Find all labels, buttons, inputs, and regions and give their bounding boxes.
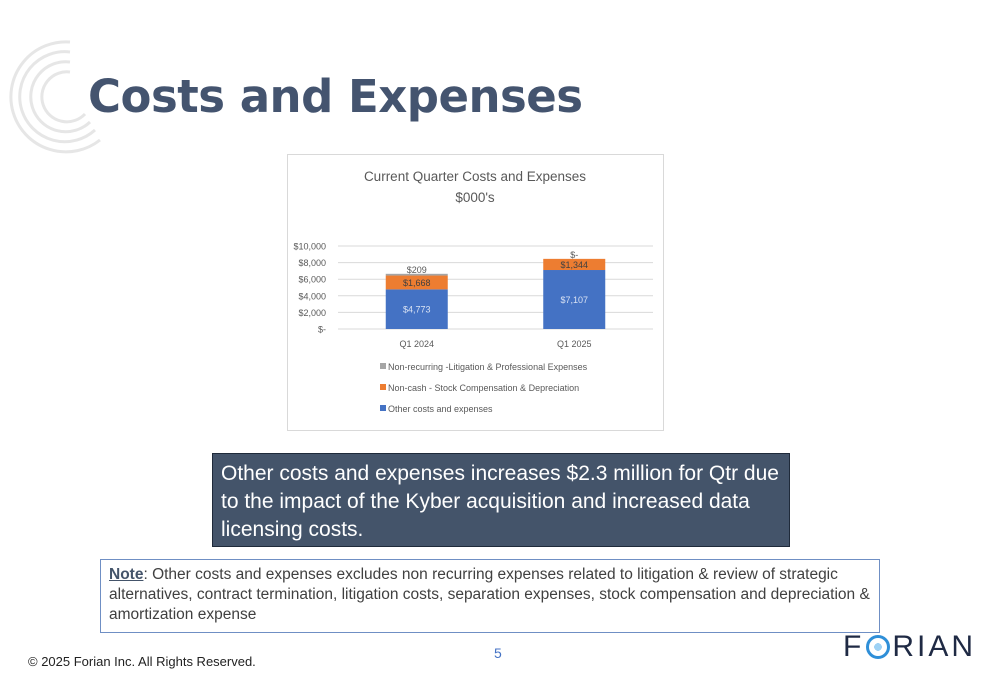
bar-segment (385, 289, 448, 329)
page-title: Costs and Expenses (88, 70, 583, 123)
y-tick-label: $4,000 (298, 291, 326, 301)
bar-segment (543, 258, 606, 271)
bar-data-label: $1,668 (403, 278, 431, 288)
bar-segment (385, 275, 448, 290)
y-tick-label: $8,000 (298, 258, 326, 268)
bar-data-label: $- (570, 250, 578, 260)
y-tick-label: $10,000 (293, 242, 326, 252)
chart-svg: Current Quarter Costs and Expenses $000's… (293, 169, 653, 414)
legend-label: Non-recurring -Litigation & Professional… (388, 362, 588, 372)
legend-swatch (380, 384, 386, 390)
bar-data-label: $209 (407, 265, 427, 275)
bar-data-label: $4,773 (403, 305, 431, 315)
y-tick-label: $6,000 (298, 275, 326, 285)
forian-logo: F RIAN (843, 630, 976, 664)
note-box: Note: Other costs and expenses excludes … (100, 559, 880, 633)
x-tick-label: Q1 2024 (399, 339, 434, 349)
legend-label: Other costs and expenses (388, 404, 493, 414)
copyright-text: © 2025 Forian Inc. All Rights Reserved. (28, 654, 256, 669)
y-tick-label: $2,000 (298, 308, 326, 318)
bar-segment (385, 273, 448, 276)
x-tick-label: Q1 2025 (557, 339, 592, 349)
legend-swatch (380, 405, 386, 411)
callout-box: Other costs and expenses increases $2.3 … (212, 453, 790, 547)
decorative-rings-graphic (9, 40, 101, 154)
legend-swatch (380, 363, 386, 369)
note-label: Note (109, 566, 144, 583)
logo-o-icon (866, 635, 891, 659)
note-text: : Other costs and expenses excludes non … (109, 566, 870, 623)
y-tick-label: $- (318, 325, 326, 335)
chart-title: Current Quarter Costs and Expenses (364, 169, 586, 184)
bar-data-label: $7,107 (560, 295, 588, 305)
bar-data-label: $1,344 (560, 260, 588, 270)
chart-subtitle: $000's (455, 190, 495, 205)
logo-text-rian: RIAN (892, 630, 977, 663)
stacked-bar-chart: Current Quarter Costs and Expenses $000's… (287, 154, 664, 431)
legend-label: Non-cash - Stock Compensation & Deprecia… (388, 383, 579, 393)
logo-text-f: F (843, 630, 865, 663)
bar-segment (543, 270, 606, 329)
page-number: 5 (494, 645, 502, 661)
